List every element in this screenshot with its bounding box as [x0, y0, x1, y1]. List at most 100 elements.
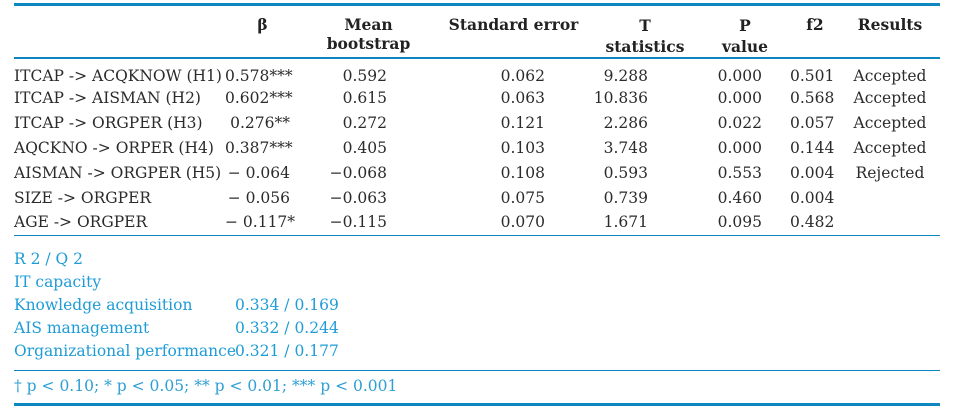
- cell-f2: 0.004: [790, 163, 835, 182]
- cell-path: ITCAP -> ACQKNOW (H1): [14, 67, 222, 85]
- table-row: SIZE -> ORGPER − 0.056 −0.063 0.075 0.73…: [14, 185, 940, 210]
- significance-footnote: † p < 0.10; * p < 0.05; ** p < 0.01; ***…: [14, 376, 398, 395]
- table-row: ITCAP -> ACQKNOW (H1) 0.578*** 0.592 0.0…: [14, 58, 940, 85]
- cell-t-statistics: 0.739: [603, 188, 648, 207]
- table-row: AGE -> ORGPER − 0.117* −0.115 0.070 1.67…: [14, 210, 940, 235]
- r2-row-label: Organizational performance: [14, 341, 237, 360]
- cell-p-value: 0.000: [717, 88, 762, 107]
- cell-p-value: 0.022: [717, 113, 762, 132]
- r2-q2-title: R 2 / Q 2: [14, 249, 84, 268]
- cell-p-value: 0.000: [717, 67, 762, 85]
- cell-beta: 0.276**: [230, 113, 290, 132]
- r2-row: AIS management 0.332 / 0.244: [14, 317, 940, 340]
- r2-row: IT capacity: [14, 271, 940, 294]
- header-results-label: Results: [857, 15, 923, 34]
- cell-p-value: 0.460: [717, 188, 762, 207]
- r2-row: Knowledge acquisition 0.334 / 0.169: [14, 294, 940, 317]
- table-body: ITCAP -> ACQKNOW (H1) 0.578*** 0.592 0.0…: [14, 58, 940, 235]
- cell-path: AGE -> ORGPER: [14, 213, 148, 232]
- table-container: β Mean bootstrap Standard error T statis…: [14, 0, 940, 406]
- cell-beta: 0.602***: [225, 88, 293, 107]
- cell-mean-bootstrap: 0.272: [342, 113, 387, 132]
- cell-path: ITCAP -> AISMAN (H2): [14, 88, 201, 107]
- header-t-line1: T: [639, 16, 651, 35]
- cell-path: SIZE -> ORGPER: [14, 188, 152, 207]
- cell-beta: − 0.117*: [225, 213, 296, 232]
- cell-standard-error: 0.108: [500, 163, 545, 182]
- col-header-standard-error: Standard error: [437, 4, 590, 59]
- header-t-line2: statistics: [605, 37, 685, 56]
- cell-standard-error: 0.062: [500, 67, 545, 85]
- path-coefficients-table: β Mean bootstrap Standard error T statis…: [14, 3, 940, 236]
- cell-beta: − 0.056: [227, 188, 290, 207]
- cell-beta: 0.387***: [225, 138, 293, 157]
- r2-row-value: 0.334 / 0.169: [235, 295, 339, 314]
- cell-mean-bootstrap: −0.063: [329, 188, 387, 207]
- table-header: β Mean bootstrap Standard error T statis…: [14, 4, 940, 59]
- cell-t-statistics: 1.671: [603, 213, 648, 232]
- table-row: AISMAN -> ORGPER (H5) − 0.064 −0.068 0.1…: [14, 160, 940, 185]
- footnote-block: † p < 0.10; * p < 0.05; ** p < 0.01; ***…: [14, 369, 940, 406]
- cell-f2: 0.482: [790, 213, 835, 232]
- cell-t-statistics: 3.748: [603, 138, 648, 157]
- cell-standard-error: 0.070: [500, 213, 545, 232]
- cell-result: Accepted: [853, 88, 927, 107]
- r2-row-value: [235, 271, 940, 294]
- cell-result: Accepted: [853, 113, 927, 132]
- table-row: ITCAP -> AISMAN (H2) 0.602*** 0.615 0.06…: [14, 85, 940, 110]
- col-header-f2: f2: [790, 4, 840, 59]
- cell-beta: 0.578***: [225, 67, 293, 85]
- header-row: β Mean bootstrap Standard error T statis…: [14, 4, 940, 59]
- col-header-mean-bootstrap: Mean bootstrap: [300, 4, 437, 59]
- cell-t-statistics: 10.836: [593, 88, 648, 107]
- header-beta-label: β: [257, 15, 268, 34]
- cell-path: AISMAN -> ORGPER (H5): [14, 163, 222, 182]
- col-header-p-value: P value: [700, 4, 790, 59]
- header-f2-label: f2: [806, 15, 824, 34]
- r2-row-label: AIS management: [14, 318, 150, 337]
- cell-mean-bootstrap: 0.615: [342, 88, 387, 107]
- r2-q2-section: R 2 / Q 2 IT capacity Knowledge acquisit…: [14, 248, 940, 363]
- cell-t-statistics: 0.593: [603, 163, 648, 182]
- cell-p-value: 0.553: [717, 163, 762, 182]
- cell-mean-bootstrap: 0.592: [342, 67, 387, 85]
- cell-f2: 0.004: [790, 188, 835, 207]
- cell-mean-bootstrap: 0.405: [342, 138, 387, 157]
- cell-beta: − 0.064: [227, 163, 290, 182]
- cell-standard-error: 0.121: [500, 113, 545, 132]
- header-p-line1: P: [739, 16, 751, 35]
- cell-f2: 0.501: [790, 67, 835, 85]
- header-mean-bootstrap-label: Mean bootstrap: [326, 15, 411, 53]
- cell-path: AQCKNO -> ORPER (H4): [14, 138, 214, 157]
- cell-result: Accepted: [853, 67, 927, 85]
- cell-p-value: 0.000: [717, 138, 762, 157]
- cell-mean-bootstrap: −0.115: [329, 213, 387, 232]
- cell-f2: 0.057: [790, 113, 835, 132]
- cell-result: [840, 210, 940, 235]
- cell-t-statistics: 2.286: [603, 113, 648, 132]
- cell-f2: 0.568: [790, 88, 835, 107]
- cell-mean-bootstrap: −0.068: [329, 163, 387, 182]
- cell-p-value: 0.095: [717, 213, 762, 232]
- cell-result: [840, 185, 940, 210]
- r2-row-label: IT capacity: [14, 272, 102, 291]
- cell-standard-error: 0.063: [500, 88, 545, 107]
- cell-f2: 0.144: [790, 138, 835, 157]
- r2-row-label: Knowledge acquisition: [14, 295, 193, 314]
- table-row: ITCAP -> ORGPER (H3) 0.276** 0.272 0.121…: [14, 110, 940, 135]
- col-header-path: [14, 4, 225, 59]
- col-header-beta: β: [225, 4, 300, 59]
- col-header-results: Results: [840, 4, 940, 59]
- r2-row-value: 0.321 / 0.177: [235, 341, 339, 360]
- header-standard-error-label: Standard error: [448, 15, 579, 34]
- cell-result: Accepted: [853, 138, 927, 157]
- header-p-line2: value: [721, 37, 769, 56]
- table-row: AQCKNO -> ORPER (H4) 0.387*** 0.405 0.10…: [14, 135, 940, 160]
- cell-result: Rejected: [855, 163, 925, 182]
- cell-standard-error: 0.075: [500, 188, 545, 207]
- r2-row: Organizational performance 0.321 / 0.177: [14, 340, 940, 363]
- cell-path: ITCAP -> ORGPER (H3): [14, 113, 203, 132]
- cell-t-statistics: 9.288: [603, 67, 648, 85]
- cell-standard-error: 0.103: [500, 138, 545, 157]
